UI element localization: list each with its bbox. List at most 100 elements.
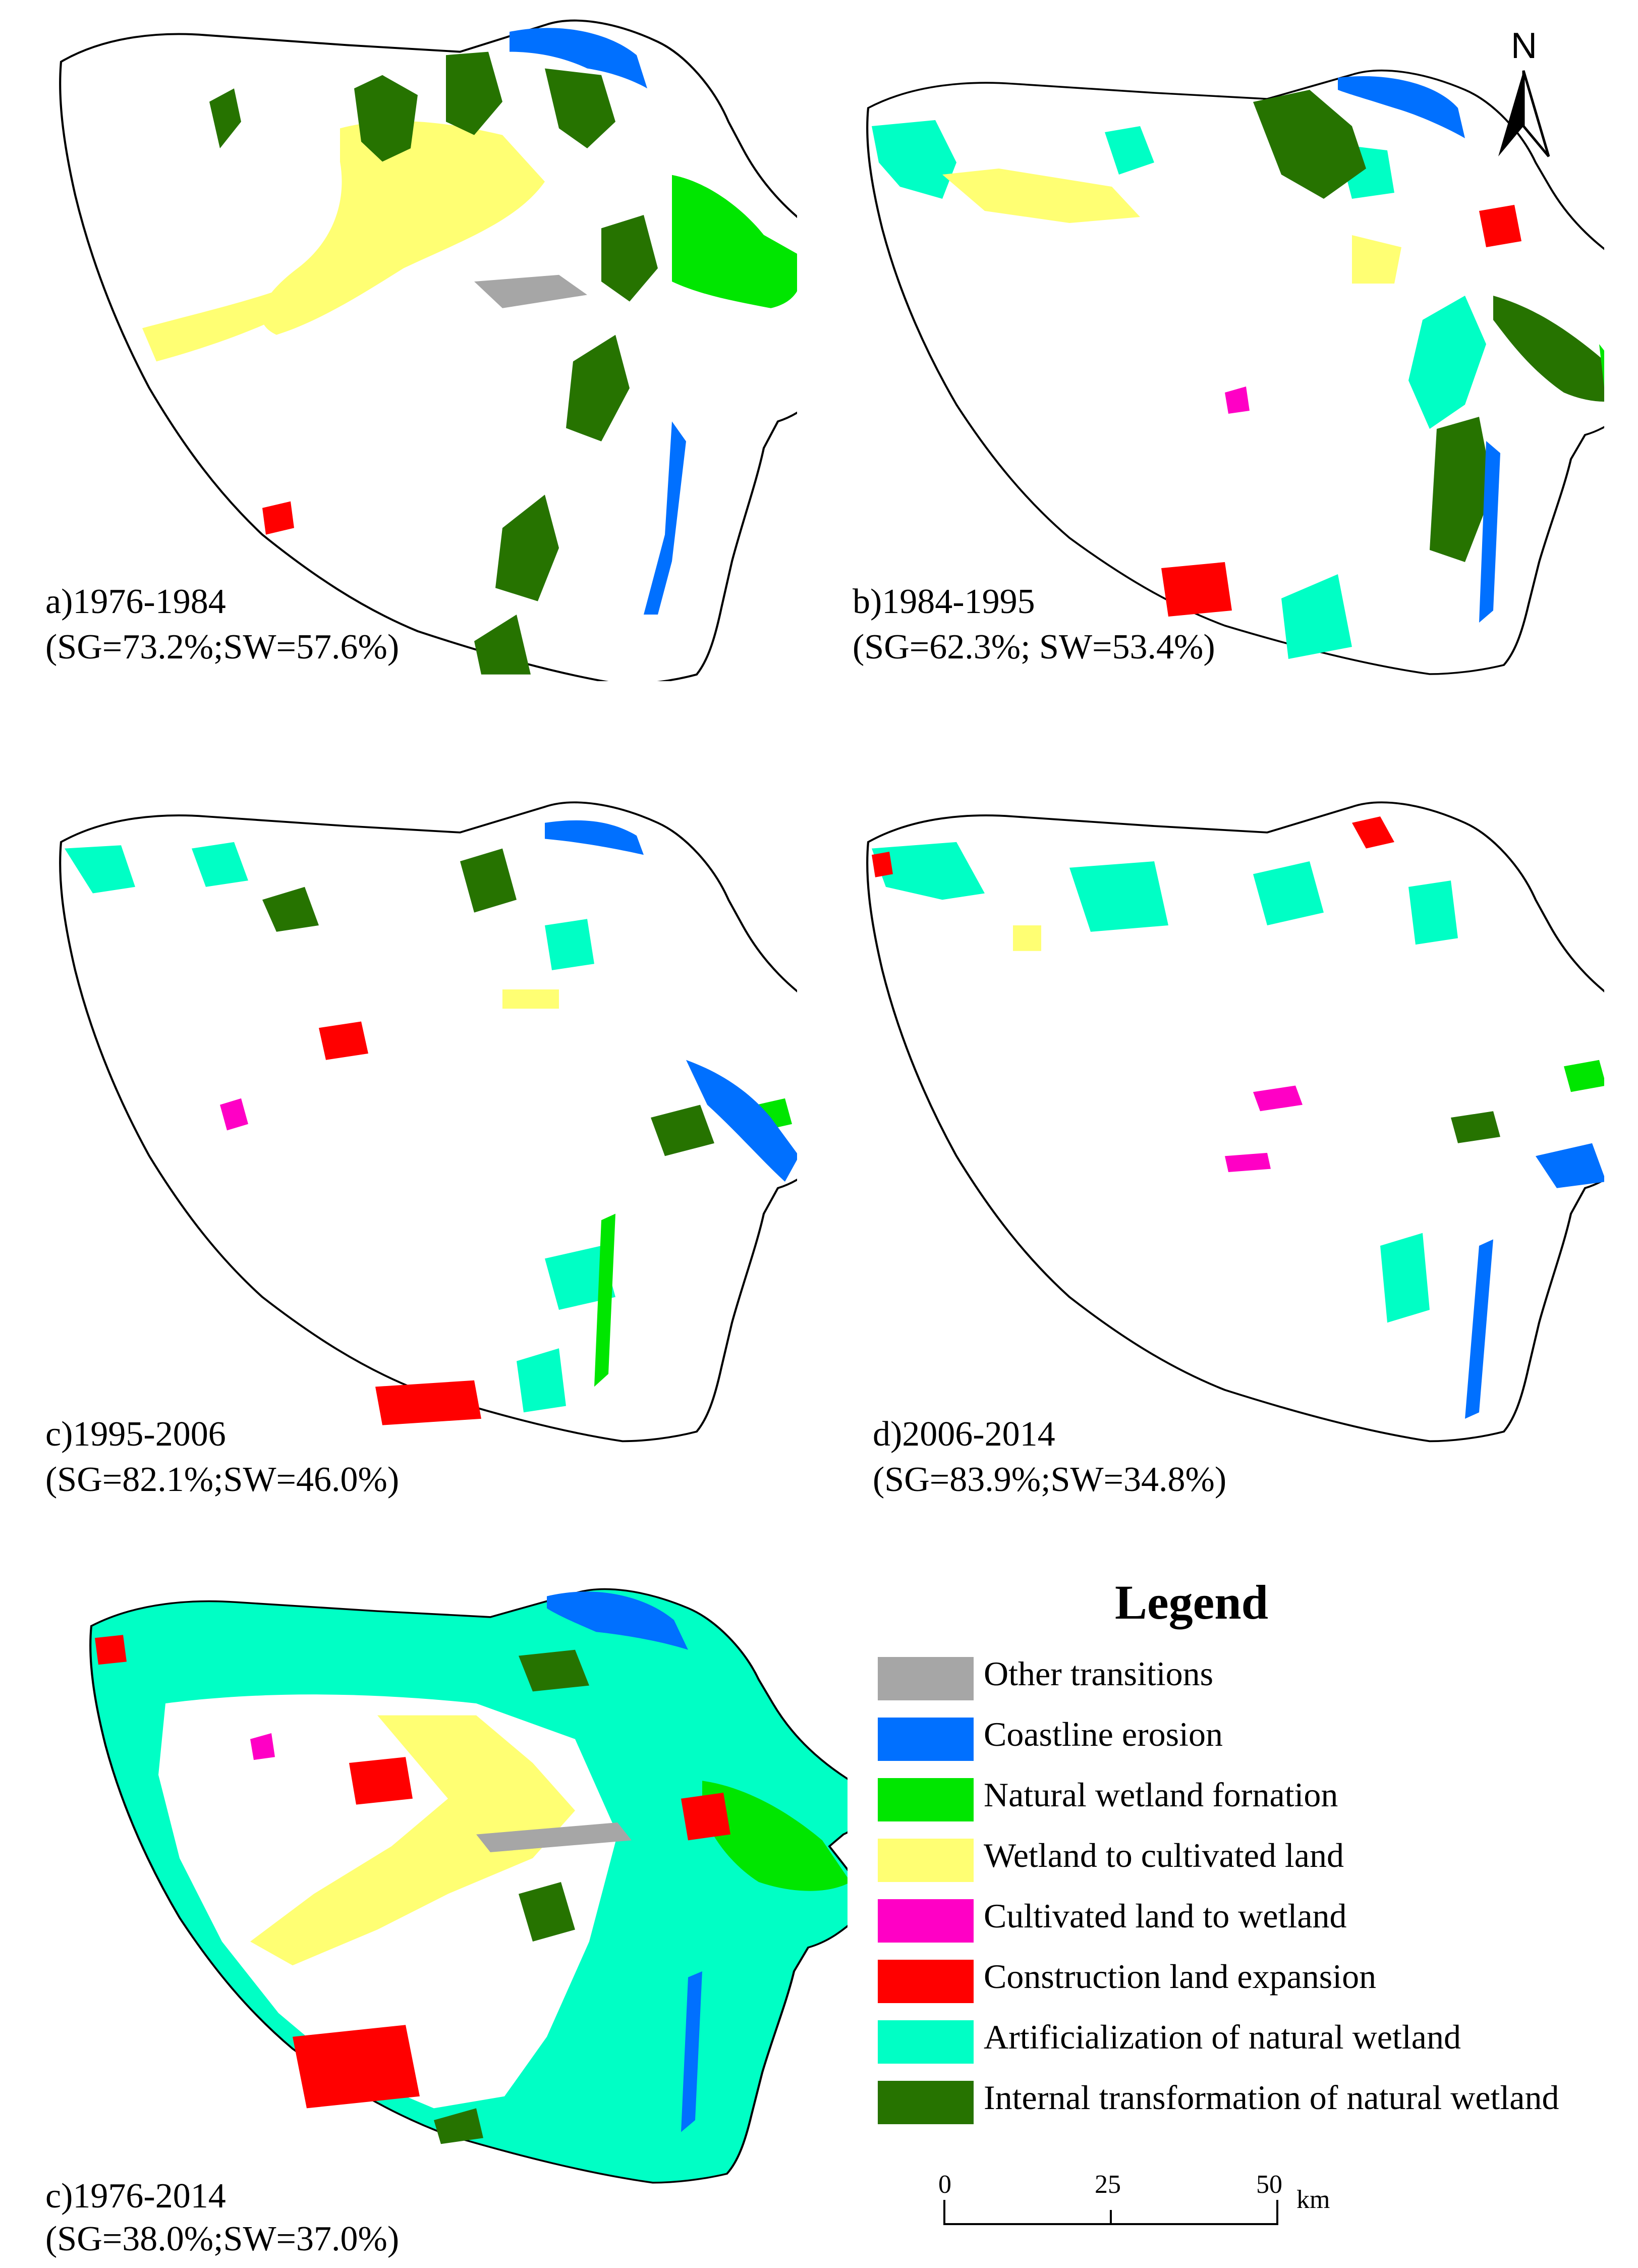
panel-a-label: a)1976-1984 bbox=[45, 582, 226, 621]
panel-d-stats: (SG=83.9%;SW=34.8%) bbox=[873, 1460, 1227, 1499]
panel-d-label: d)2006-2014 bbox=[873, 1415, 1055, 1454]
north-arrow-label: N bbox=[1511, 26, 1537, 66]
construction-expansion-area bbox=[1352, 816, 1394, 849]
construction-expansion-area bbox=[1479, 205, 1521, 247]
legend-swatch bbox=[878, 1718, 974, 1761]
panel-composite-label: c)1976-2014 bbox=[45, 2177, 226, 2216]
internal-transformation-area bbox=[519, 1882, 575, 1942]
map-panel-b: b)1984-1995 (SG=62.3%; SW=53.4%) bbox=[848, 10, 1604, 681]
legend-swatch bbox=[878, 1778, 974, 1821]
construction-expansion-area bbox=[375, 1380, 481, 1425]
legend-label: Wetland to cultivated land bbox=[984, 1836, 1344, 1874]
map-composite-svg bbox=[40, 1584, 848, 2265]
wetland-to-cultivated-area bbox=[261, 121, 545, 335]
construction-expansion-area bbox=[349, 1757, 413, 1805]
legend-label: Cultivated land to wetland bbox=[984, 1897, 1347, 1935]
artificialization-area bbox=[1281, 574, 1352, 659]
map-panel-a: a)1976-1984 (SG=73.2%;SW=57.6%) bbox=[40, 10, 797, 681]
natural-wetland-formation-area bbox=[1563, 1060, 1604, 1092]
construction-expansion-area bbox=[262, 501, 294, 535]
wetland-to-cultivated-area bbox=[1352, 235, 1401, 284]
artificialization-area bbox=[872, 842, 985, 900]
natural-wetland-formation-area bbox=[671, 175, 797, 308]
internal-transformation-area bbox=[545, 68, 615, 148]
cultivated-to-wetland-area bbox=[220, 1098, 248, 1131]
legend-swatch bbox=[878, 2081, 974, 2124]
map-d-svg bbox=[848, 787, 1604, 1504]
panel-composite-stats: (SG=38.0%;SW=37.0%) bbox=[45, 2220, 400, 2258]
legend-label: Natural wetland fornation bbox=[984, 1776, 1338, 1814]
scale-tick-label: 0 bbox=[938, 2170, 951, 2199]
internal-transformation-area bbox=[460, 848, 517, 913]
legend-swatch bbox=[878, 1657, 974, 1700]
other-transitions-area bbox=[474, 274, 587, 308]
internal-transformation-area bbox=[446, 51, 502, 135]
map-panel-d: d)2006-2014 (SG=83.9%;SW=34.8%) bbox=[848, 787, 1604, 1504]
wetland-to-cultivated-area bbox=[1013, 925, 1041, 951]
artificialization-area bbox=[1408, 296, 1486, 429]
construction-expansion-area bbox=[872, 851, 893, 877]
panel-c-label: c)1995-2006 bbox=[45, 1415, 226, 1454]
legend-swatch bbox=[878, 2020, 974, 2064]
scale-tick-label: 25 bbox=[1095, 2170, 1121, 2199]
natural-wetland-formation-area bbox=[594, 1213, 615, 1387]
legend-label: Construction land expansion bbox=[984, 1957, 1377, 1996]
coastline-erosion-area bbox=[1338, 76, 1465, 138]
internal-transformation-area bbox=[1451, 1111, 1500, 1143]
panel-b-label: b)1984-1995 bbox=[853, 582, 1035, 621]
wetland-to-cultivated-area bbox=[142, 288, 298, 362]
legend-label: Other transitions bbox=[984, 1654, 1214, 1693]
cultivated-to-wetland-area bbox=[1225, 386, 1250, 414]
artificialization-area bbox=[1408, 880, 1458, 945]
natural-wetland-formation-area bbox=[702, 1781, 848, 1891]
artificialization-area bbox=[872, 120, 956, 199]
internal-transformation-area bbox=[651, 1104, 714, 1156]
map-c-svg bbox=[40, 787, 797, 1504]
internal-transformation-area bbox=[519, 1649, 589, 1692]
internal-transformation-area bbox=[495, 494, 559, 601]
artificialization-area bbox=[1253, 861, 1324, 925]
legend-title: Legend bbox=[1115, 1575, 1269, 1629]
north-arrow: N bbox=[1488, 25, 1569, 177]
scale-bar-graphic bbox=[943, 2200, 1278, 2225]
natural-wetland-formation-area bbox=[1599, 344, 1604, 388]
internal-transformation-area bbox=[601, 215, 658, 302]
wetland-to-cultivated-area bbox=[502, 989, 559, 1009]
scale-unit-label: km bbox=[1296, 2185, 1330, 2214]
legend-label: Internal transformation of natural wetla… bbox=[984, 2078, 1559, 2117]
construction-expansion-area bbox=[1161, 562, 1232, 617]
map-a-svg bbox=[40, 10, 797, 681]
cultivated-to-wetland-area bbox=[1253, 1085, 1303, 1112]
map-panel-c: c)1995-2006 (SG=82.1%;SW=46.0%) bbox=[40, 787, 797, 1504]
internal-transformation-area bbox=[209, 88, 241, 148]
legend-swatch bbox=[878, 1960, 974, 2003]
artificialization-area bbox=[192, 842, 248, 887]
cultivated-to-wetland-area bbox=[1225, 1152, 1271, 1172]
construction-expansion-area bbox=[293, 2025, 420, 2109]
coastline-erosion-area bbox=[1535, 1143, 1604, 1188]
artificialization-area bbox=[517, 1348, 566, 1413]
legend-label: Artificialization of natural wetland bbox=[984, 2018, 1461, 2056]
map-panel-composite: c)1976-2014 (SG=38.0%;SW=37.0%) bbox=[40, 1584, 848, 2265]
wetland-to-cultivated-area bbox=[942, 169, 1140, 223]
coastline-erosion-area bbox=[547, 1591, 688, 1650]
legend-swatch bbox=[878, 1839, 974, 1882]
coastline-erosion-area bbox=[1479, 441, 1500, 623]
north-arrow-icon bbox=[1498, 70, 1550, 157]
internal-transformation-area bbox=[566, 335, 630, 441]
artificialization-area bbox=[545, 1246, 615, 1310]
internal-transformation-area bbox=[1430, 417, 1493, 562]
construction-expansion-area bbox=[681, 1793, 730, 1841]
coastline-erosion-area bbox=[681, 1971, 702, 2132]
wetland-to-cultivated-area bbox=[250, 1715, 575, 1966]
panel-b-stats: (SG=62.3%; SW=53.4%) bbox=[853, 628, 1215, 667]
legend-swatch bbox=[878, 1899, 974, 1943]
coastline-erosion-area bbox=[545, 820, 644, 855]
coastline-erosion-area bbox=[644, 421, 686, 615]
legend-label: Coastline erosion bbox=[984, 1715, 1223, 1753]
internal-transformation-area bbox=[1253, 90, 1366, 199]
internal-transformation-area bbox=[354, 75, 418, 162]
internal-transformation-area bbox=[474, 615, 531, 675]
scale-tick-label: 50 bbox=[1256, 2170, 1282, 2199]
panel-a-stats: (SG=73.2%;SW=57.6%) bbox=[45, 628, 400, 667]
